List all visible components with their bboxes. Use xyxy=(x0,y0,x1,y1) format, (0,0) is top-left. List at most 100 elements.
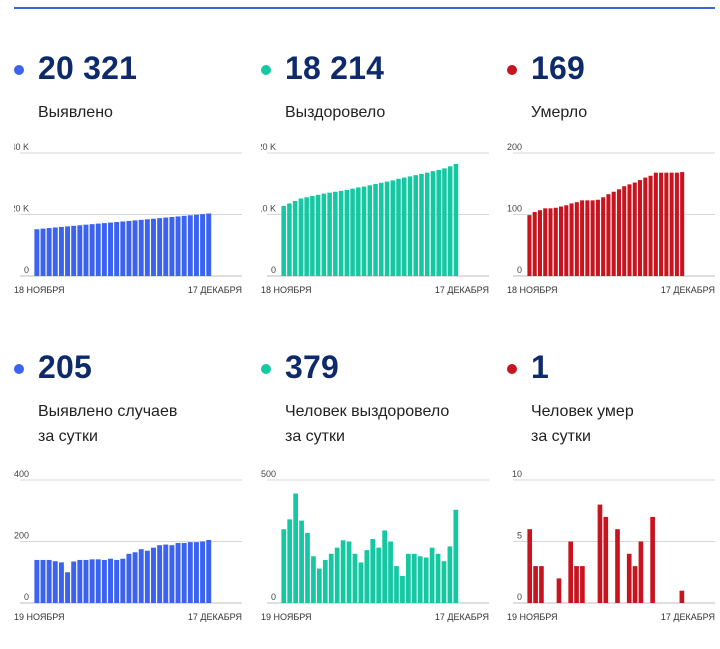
bar xyxy=(350,188,355,276)
stat-label: Выявлено случаев за сутки xyxy=(38,399,177,449)
x-end-label: 17 ДЕКАБРЯ xyxy=(435,612,489,622)
bar xyxy=(388,541,393,603)
y-tick-label: 500 xyxy=(261,470,276,479)
stat-panel-detected: 20 321 Выявлено 0 20 K 40 K 18 НОЯБРЯ 17 ДЕК… xyxy=(14,48,252,348)
y-tick-label: 0 xyxy=(517,265,522,275)
bar xyxy=(71,561,77,603)
bar xyxy=(356,187,361,276)
bar xyxy=(441,561,447,603)
stat-panel-recovered: 18 214 Выздоровело 0 10 K 20 K 18 НОЯБРЯ 17 … xyxy=(261,48,499,348)
bar xyxy=(317,568,322,603)
total-value: 20 321 xyxy=(38,50,138,86)
bar xyxy=(653,172,658,276)
x-end-label: 17 ДЕКАБРЯ xyxy=(661,612,715,622)
bar xyxy=(58,562,64,603)
daily-value: 205 xyxy=(38,349,92,385)
series-dot xyxy=(261,65,271,75)
bar xyxy=(151,547,156,603)
stat-label-line: за сутки xyxy=(531,428,591,445)
bar xyxy=(65,226,71,276)
bar xyxy=(674,172,679,276)
bar xyxy=(664,172,669,276)
bar xyxy=(175,216,181,276)
bar xyxy=(101,559,107,603)
bar xyxy=(390,180,396,276)
total-value: 18 214 xyxy=(285,50,385,86)
bar xyxy=(163,544,169,603)
stat-label: Человек умер за сутки xyxy=(531,399,634,449)
bar xyxy=(65,572,71,603)
stat-label-line: Умерло xyxy=(531,104,588,121)
stat-label-line: за сутки xyxy=(38,428,98,445)
bar xyxy=(423,557,429,603)
x-start-label: 18 НОЯБРЯ xyxy=(507,285,558,295)
y-tick-label: 100 xyxy=(507,204,522,214)
y-tick-label: 10 xyxy=(512,470,522,479)
x-start-label: 18 НОЯБРЯ xyxy=(261,285,312,295)
bar xyxy=(338,190,344,276)
bar xyxy=(157,218,163,276)
bar xyxy=(181,543,187,603)
bar xyxy=(364,550,370,603)
bar-chart: 0 500 19 НОЯБРЯ 17 ДЕКАБРЯ xyxy=(261,470,489,622)
bar-chart: 0 10 K 20 K 18 НОЯБРЯ 17 ДЕКАБРЯ xyxy=(261,143,489,295)
bar xyxy=(533,566,538,603)
bar xyxy=(163,217,169,276)
bar xyxy=(539,566,544,603)
bar xyxy=(206,539,212,603)
bar xyxy=(580,200,585,276)
bar xyxy=(77,225,83,276)
bar xyxy=(638,180,643,276)
total-value: 169 xyxy=(531,50,585,86)
bar xyxy=(344,189,350,276)
bar xyxy=(83,224,89,276)
bar xyxy=(95,223,101,276)
bar xyxy=(304,197,309,276)
bar xyxy=(281,205,286,276)
bar xyxy=(193,214,199,276)
bar xyxy=(89,224,95,276)
stat-label: Выздоровело xyxy=(285,100,385,125)
bar xyxy=(601,197,606,276)
bar xyxy=(287,203,292,276)
bar xyxy=(379,182,384,276)
bar xyxy=(292,200,298,276)
stat-label: Умерло xyxy=(531,100,587,125)
bar xyxy=(333,191,338,276)
y-tick-label: 0 xyxy=(24,592,29,602)
stat-label-line: за сутки xyxy=(285,428,345,445)
daily-value: 379 xyxy=(285,349,339,385)
stat-panel-detected-daily: 205 Выявлено случаев за сутки 0 200 400 19 … xyxy=(14,349,252,649)
bar xyxy=(401,177,407,276)
x-start-label: 18 НОЯБРЯ xyxy=(14,285,65,295)
bar xyxy=(101,223,107,276)
y-tick-label: 20 K xyxy=(14,204,29,214)
stat-label: Выявлено xyxy=(38,100,113,125)
bar xyxy=(447,166,453,276)
y-tick-label: 200 xyxy=(507,143,522,152)
bar xyxy=(679,590,685,603)
bar xyxy=(200,214,206,276)
bar xyxy=(46,228,52,276)
bar xyxy=(569,203,574,276)
bar xyxy=(632,566,638,603)
y-tick-label: 5 xyxy=(517,531,522,541)
bar xyxy=(328,553,334,603)
bar xyxy=(648,175,653,276)
bar xyxy=(407,176,413,276)
bar xyxy=(419,173,424,276)
bar xyxy=(34,559,40,603)
bar xyxy=(157,545,163,603)
bar xyxy=(321,193,327,276)
bar xyxy=(616,189,621,276)
bar xyxy=(293,493,298,603)
bar xyxy=(138,549,144,603)
bar xyxy=(643,177,648,276)
y-tick-label: 0 xyxy=(271,265,276,275)
bar xyxy=(108,558,113,603)
bar xyxy=(650,516,655,603)
bar xyxy=(361,186,367,276)
bar xyxy=(144,550,150,603)
bar xyxy=(120,221,126,276)
bar xyxy=(447,546,453,603)
